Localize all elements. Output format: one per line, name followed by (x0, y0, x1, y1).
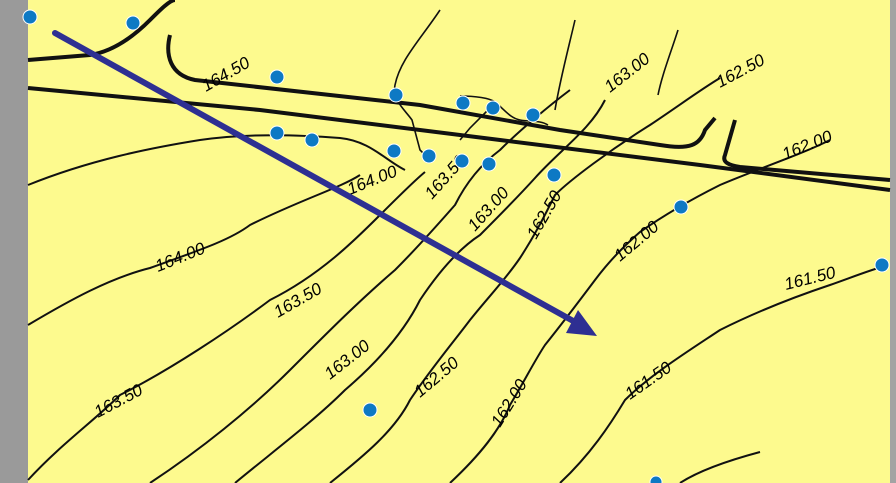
road (722, 119, 891, 182)
well-point (485, 100, 501, 116)
well-point (481, 156, 497, 172)
well-point (525, 107, 541, 123)
map-panel (28, 0, 890, 483)
contour-line (449, 139, 831, 483)
path-line (459, 107, 491, 141)
flow-arrow-shaft (52, 30, 578, 325)
well-point (269, 125, 285, 141)
well-point (454, 153, 470, 169)
contour-line (679, 451, 761, 483)
well-point (22, 9, 38, 25)
well-point (874, 257, 890, 273)
well-points (22, 9, 890, 483)
well-point (546, 167, 562, 183)
well-point (125, 15, 141, 31)
well-point (386, 143, 402, 159)
well-point (649, 475, 663, 483)
left-backdrop-strip (0, 0, 28, 483)
contour-line (234, 99, 606, 483)
well-point (362, 402, 378, 418)
flow-arrow (52, 30, 597, 336)
path-line (393, 9, 441, 161)
road (166, 34, 717, 149)
contour-line (149, 89, 571, 483)
flow-arrow-head (566, 310, 597, 336)
well-point (269, 69, 285, 85)
well-point (421, 148, 437, 164)
well-point (304, 132, 320, 148)
well-point (455, 95, 471, 111)
contour-line (329, 77, 721, 483)
well-point (388, 87, 404, 103)
path-line (657, 29, 679, 96)
right-backdrop-strip (888, 0, 896, 483)
contour-line (559, 264, 889, 483)
road (27, 0, 176, 62)
contour-line (27, 174, 361, 326)
well-point (673, 199, 689, 215)
path-line (554, 19, 576, 111)
